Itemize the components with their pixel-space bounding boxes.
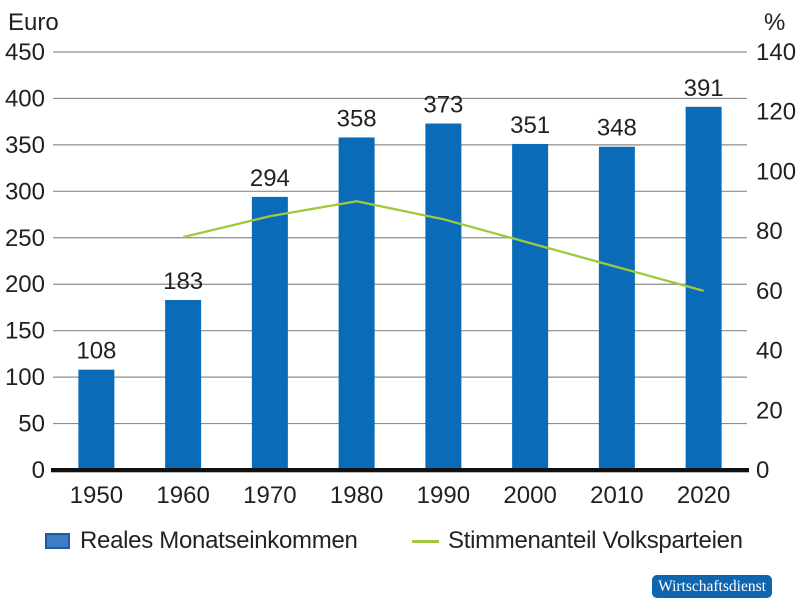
bar-value-label-1980: 358 — [337, 105, 377, 132]
x-axis-label-1980: 1980 — [330, 482, 383, 509]
legend-item-volksparteien: Stimmenanteil Volksparteien — [412, 527, 743, 554]
bar-1990 — [425, 123, 462, 470]
right-axis-tick-40: 40 — [756, 338, 783, 365]
bar-1980 — [338, 137, 375, 471]
legend-label-volksparteien: Stimmenanteil Volksparteien — [448, 527, 743, 554]
bar-value-label-2010: 348 — [597, 115, 637, 142]
bar-value-label-1960: 183 — [163, 268, 203, 295]
legend-label-monatseinkommen: Reales Monatseinkommen — [80, 527, 358, 554]
x-axis-label-1960: 1960 — [156, 482, 209, 509]
left-axis-tick-0: 0 — [32, 457, 45, 484]
x-axis-label-1990: 1990 — [417, 482, 470, 509]
bar-2010 — [598, 146, 635, 470]
right-axis-tick-100: 100 — [756, 158, 796, 185]
x-axis-label-2000: 2000 — [503, 482, 556, 509]
x-axis-label-1950: 1950 — [70, 482, 123, 509]
bar-value-label-1950: 108 — [76, 338, 116, 365]
x-axis-label-2010: 2010 — [590, 482, 643, 509]
bar-value-label-1990: 373 — [423, 92, 463, 119]
x-axis-label-2020: 2020 — [677, 482, 730, 509]
left-axis-tick-400: 400 — [5, 85, 45, 112]
left-axis-tick-350: 350 — [5, 132, 45, 159]
right-axis-tick-60: 60 — [756, 278, 783, 305]
right-axis-tick-20: 20 — [756, 397, 783, 424]
volksparteien-line — [182, 200, 704, 292]
left-axis-tick-150: 150 — [5, 318, 45, 345]
wirtschaftsdienst-badge: Wirtschaftsdienst — [652, 575, 772, 598]
right-axis-tick-140: 140 — [756, 39, 796, 66]
right-axis-tick-120: 120 — [756, 99, 796, 126]
bar-2000 — [512, 143, 549, 470]
bar-series-swatch — [45, 533, 70, 549]
left-axis-tick-250: 250 — [5, 225, 45, 252]
bar-value-label-2020: 391 — [684, 75, 724, 102]
bar-1960 — [165, 300, 202, 470]
legend-item-monatseinkommen: Reales Monatseinkommen — [45, 527, 358, 554]
left-axis-tick-300: 300 — [5, 178, 45, 205]
left-axis-tick-200: 200 — [5, 271, 45, 298]
right-axis-unit-label: % — [764, 9, 785, 36]
left-axis-tick-100: 100 — [5, 364, 45, 391]
bar-1970 — [251, 196, 288, 470]
bar-1950 — [78, 369, 115, 470]
bar-value-label-2000: 351 — [510, 112, 550, 139]
left-axis-tick-50: 50 — [18, 411, 45, 438]
bar-value-label-1970: 294 — [250, 165, 290, 192]
x-axis-line — [51, 468, 749, 473]
right-axis-tick-80: 80 — [756, 218, 783, 245]
line-series-swatch — [412, 539, 439, 543]
left-axis-unit-label: Euro — [8, 9, 59, 36]
left-axis-tick-450: 450 — [5, 39, 45, 66]
right-axis-tick-0: 0 — [756, 457, 769, 484]
x-axis-label-1970: 1970 — [243, 482, 296, 509]
